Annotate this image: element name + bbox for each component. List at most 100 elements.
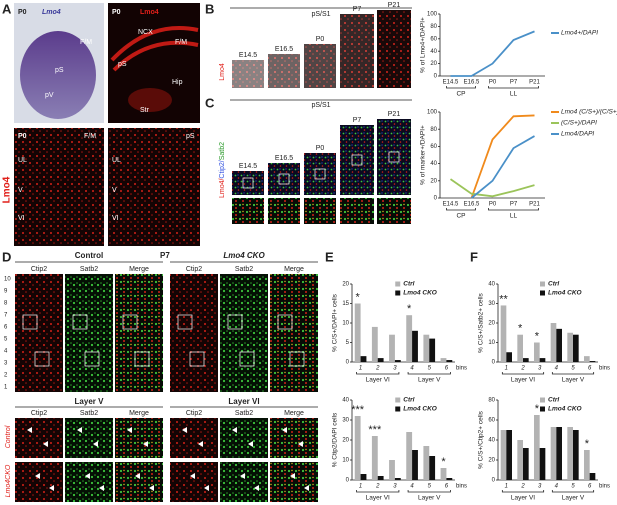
roi-box — [388, 151, 400, 163]
zoom-title: Layer VI — [228, 397, 259, 406]
image — [270, 462, 318, 502]
bar — [573, 430, 579, 480]
column-label: Ctip2 — [31, 266, 47, 273]
x-tick-label: 4 — [410, 366, 414, 372]
bar — [584, 356, 590, 362]
bar — [550, 323, 557, 362]
image — [340, 198, 374, 224]
bar — [371, 326, 378, 362]
legend-label: (C/S+)/DAPI — [561, 120, 597, 127]
significance-mark: * — [535, 330, 540, 342]
y-tick-label: 0 — [346, 478, 350, 484]
bar — [389, 334, 395, 362]
image — [220, 462, 268, 502]
y-tick-label: 40 — [488, 438, 495, 444]
layer-label: V — [112, 187, 117, 194]
bar — [406, 432, 413, 480]
region-label: pS — [186, 133, 195, 140]
legend-label: Lmo4/DAPI — [561, 131, 594, 138]
bar — [589, 361, 596, 362]
bar — [423, 334, 430, 362]
bar — [354, 416, 361, 480]
column-label: Satb2 — [80, 410, 98, 417]
legend-swatch — [540, 397, 545, 403]
roi-box — [242, 177, 254, 189]
y-tick-label: 20 — [488, 321, 495, 327]
legend-label: Ctrl — [403, 281, 414, 288]
group-bracket — [488, 86, 539, 89]
arrowhead — [85, 473, 90, 479]
y-axis-label: % Ctip2/DAPI cells — [332, 412, 339, 467]
x-tick-label: E14.5 — [443, 202, 459, 208]
column-label: Merge — [284, 266, 304, 273]
image — [170, 418, 218, 458]
image — [304, 44, 336, 88]
roi-box — [189, 351, 205, 367]
arrowhead — [240, 473, 245, 479]
x-tick-label: E16.5 — [464, 80, 480, 86]
bin-number: 2 — [4, 373, 8, 379]
bar — [446, 360, 453, 362]
side-label: Lmo4/Ctip2/Satb2 — [219, 142, 226, 198]
image — [268, 163, 300, 195]
legend-swatch — [540, 281, 545, 287]
bar — [534, 342, 540, 362]
legend-label: Ctrl — [403, 397, 414, 404]
arrowhead — [282, 427, 287, 433]
x-tick-label: P0 — [489, 80, 497, 86]
bar — [523, 448, 529, 480]
group-label: Lmo4 CKO — [223, 251, 265, 260]
arrowhead — [93, 441, 98, 447]
line — [450, 30, 535, 77]
arrowhead — [143, 441, 148, 447]
group-bracket — [407, 490, 451, 493]
x-tick-label: 4 — [555, 484, 559, 490]
arrowhead — [248, 441, 253, 447]
column-label: Satb2 — [235, 266, 253, 273]
bar — [589, 473, 596, 480]
bin-number: 8 — [4, 301, 8, 307]
bar — [506, 430, 512, 480]
arrowhead — [149, 485, 154, 491]
legend-label: Lmo4 CKO — [548, 290, 582, 297]
bar — [534, 415, 540, 480]
bar — [573, 334, 579, 362]
zoom-title: Layer V — [75, 397, 105, 406]
layer-label: V — [18, 187, 23, 194]
bar — [412, 330, 418, 362]
roi-box — [122, 314, 138, 330]
bar — [500, 430, 507, 480]
column-label: Merge — [129, 410, 149, 417]
group-label: Layer V — [562, 495, 585, 502]
axis — [439, 14, 545, 77]
y-tick-label: 30 — [342, 418, 349, 424]
bar — [500, 305, 507, 362]
region-label: pS — [55, 67, 64, 74]
group-label: Layer VI — [511, 495, 535, 502]
legend-label: Lmo4+/DAPI — [561, 30, 598, 37]
group-bracket — [446, 208, 476, 211]
image — [377, 10, 411, 88]
roi-box — [314, 168, 326, 180]
y-tick-label: 0 — [434, 74, 438, 80]
significance-mark: * — [441, 456, 446, 468]
y-tick-label: 20 — [342, 282, 349, 288]
group-bracket — [356, 372, 400, 375]
layer-label: UL — [18, 157, 27, 164]
y-tick-label: 60 — [430, 144, 437, 150]
x-tick-label: 1 — [359, 366, 362, 372]
column-label: Merge — [284, 410, 304, 417]
image — [232, 171, 264, 195]
image — [110, 26, 199, 72]
x-tick-label: 5 — [428, 366, 432, 372]
x-tick-label: 2 — [375, 484, 380, 490]
bar — [517, 440, 523, 480]
image — [340, 125, 374, 195]
image — [268, 54, 300, 88]
bar — [506, 352, 512, 362]
legend-label: Lmo4 CKO — [548, 406, 582, 413]
bar — [440, 358, 447, 362]
arrowhead — [77, 427, 82, 433]
arrowhead — [232, 427, 237, 433]
layer-label: UL — [112, 157, 121, 164]
